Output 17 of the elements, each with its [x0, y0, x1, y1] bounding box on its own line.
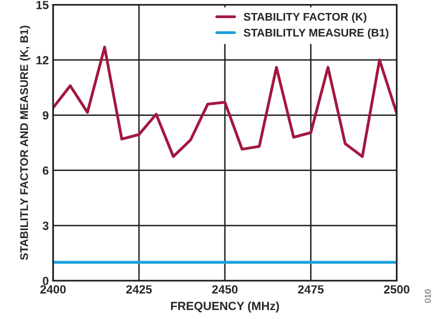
x-tick-label: 2450 [212, 285, 238, 294]
line-series [53, 46, 397, 158]
y-tick-label: 6 [42, 166, 48, 175]
legend-label: STABILITLY MEASURE (B1) [244, 28, 388, 39]
y-tick-label: 15 [36, 0, 49, 10]
text: 010 [424, 289, 431, 303]
x-tick-label: 2475 [298, 285, 324, 294]
legend-label: STABILITY FACTOR (K) [244, 12, 366, 23]
x-tick-label: 2425 [126, 285, 152, 294]
y-tick-label: 9 [42, 111, 48, 120]
y-axis-title: STABILITLY FACTOR AND MEASURE (K, B1) [20, 26, 30, 260]
x-tick-label: 2400 [40, 285, 66, 294]
x-tick-label: 2500 [384, 285, 410, 294]
y-tick-label: 12 [36, 56, 48, 64]
y-tick-label: 3 [42, 222, 48, 230]
x-axis-title: FREQUENCY (MHz) [171, 301, 279, 312]
y-tick-label: 0 [42, 276, 48, 286]
